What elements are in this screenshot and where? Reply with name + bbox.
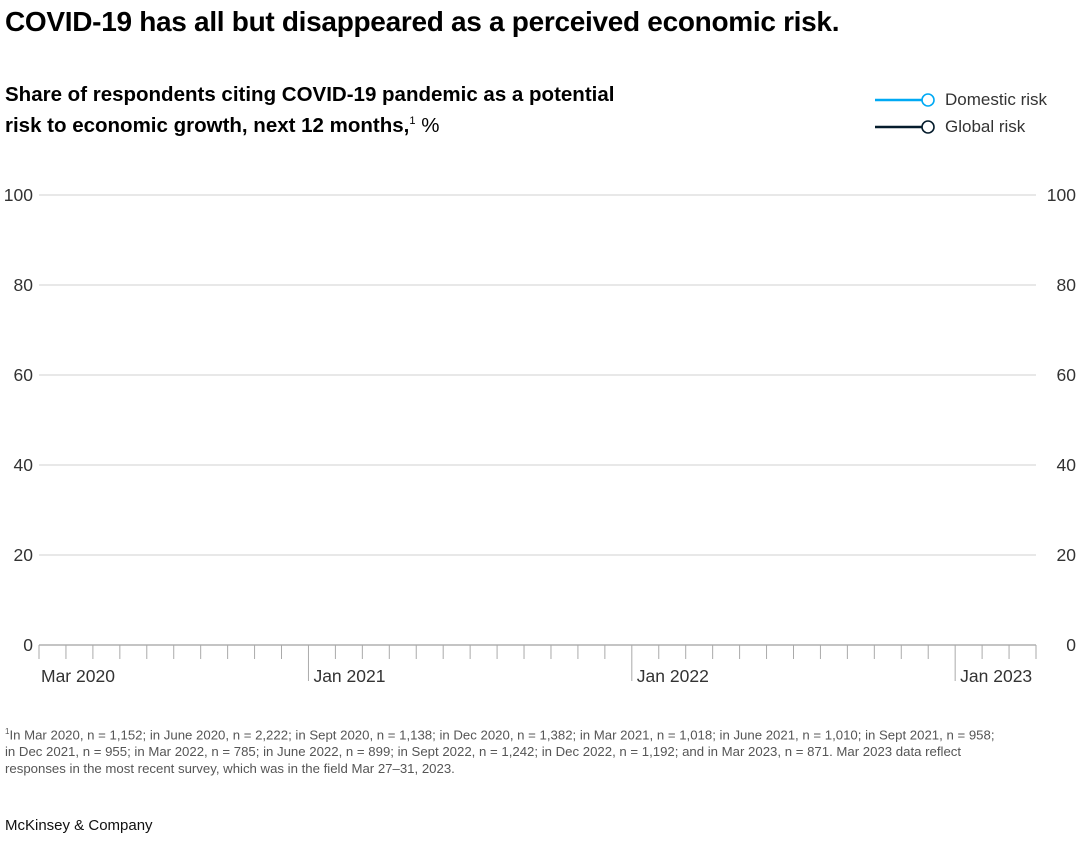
y-tick-label-right: 100 [1047, 185, 1076, 205]
y-tick-label-left: 0 [23, 635, 33, 655]
footnote-text: In Mar 2020, n = 1,152; in June 2020, n … [5, 727, 995, 777]
y-tick-label-left: 100 [4, 185, 33, 205]
y-tick-label-right: 40 [1057, 455, 1077, 475]
legend-line-marker-icon [875, 92, 935, 107]
y-tick-label-left: 40 [14, 455, 34, 475]
y-tick-label-right: 60 [1057, 365, 1077, 385]
footnote-marker: 1 [5, 727, 10, 736]
legend-line-marker-icon [875, 119, 935, 134]
x-tick-label: Mar 2020 [41, 666, 115, 686]
legend: Domestic risk Global risk [875, 86, 1047, 140]
y-tick-label-left: 80 [14, 275, 34, 295]
legend-label: Global risk [945, 116, 1026, 136]
legend-item-global: Global risk [875, 113, 1047, 140]
legend-label: Domestic risk [945, 89, 1048, 109]
y-tick-label-left: 60 [14, 365, 34, 385]
subtitle-unit: % [415, 113, 440, 137]
y-tick-label-right: 0 [1066, 635, 1076, 655]
x-tick-label: Jan 2023 [960, 666, 1032, 686]
y-tick-label-right: 80 [1057, 275, 1077, 295]
subtitle-text: Share of respondents citing COVID-19 pan… [5, 83, 615, 137]
chart-title: COVID-19 has all but disappeared as a pe… [5, 6, 840, 37]
chart-subtitle: Share of respondents citing COVID-19 pan… [5, 82, 625, 139]
footnote: 1In Mar 2020, n = 1,152; in June 2020, n… [5, 723, 1005, 777]
y-tick-label-right: 20 [1057, 545, 1077, 565]
line-chart: 0 0 20 20 40 40 60 60 80 80 100 100 Mar 2020 Jan 2021… [4, 185, 1077, 686]
y-tick-label-left: 20 [14, 545, 34, 565]
footnote-marker: 1 [409, 115, 416, 127]
legend-item-domestic: Domestic risk [875, 86, 1047, 113]
x-tick-label: Jan 2022 [637, 666, 709, 686]
brand-logo-text: McKinsey & Company [5, 817, 153, 834]
x-tick-label: Jan 2021 [313, 666, 385, 686]
